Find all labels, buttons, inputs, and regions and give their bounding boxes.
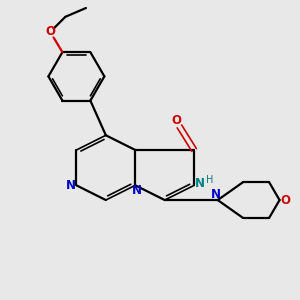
Text: N: N xyxy=(66,179,76,192)
Text: N: N xyxy=(132,184,142,197)
Text: N: N xyxy=(211,188,221,201)
Text: O: O xyxy=(172,114,182,127)
Text: O: O xyxy=(46,25,56,38)
Text: O: O xyxy=(280,194,290,207)
Text: H: H xyxy=(206,175,213,185)
Text: N: N xyxy=(194,177,205,190)
